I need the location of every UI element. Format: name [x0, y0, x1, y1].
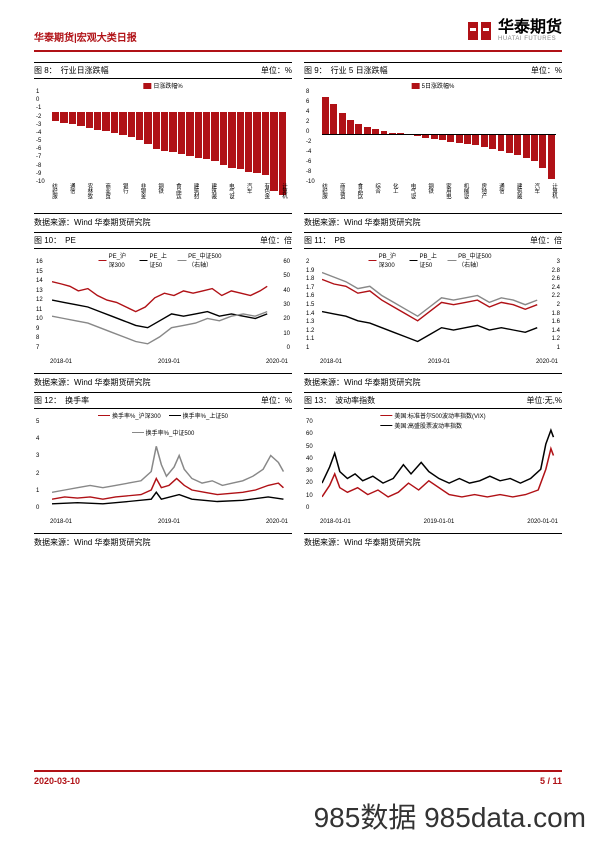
footer-date: 2020-03-10	[34, 776, 80, 786]
bar	[464, 134, 471, 145]
figure-12: 图 12： 换手率 单位：% 换手率%_沪深300换手率%_上证50换手率%_中…	[34, 392, 292, 550]
figure-12-chart: 换手率%_沪深300换手率%_上证50换手率%_中证500 543210 201…	[34, 409, 292, 525]
figure-11-chart: PB_沪深300PB_上证50PB_中证500（右轴） 21.91.81.71.…	[304, 249, 562, 365]
bar	[77, 112, 84, 126]
figure-9-chart: 5日涨跌幅% 86420-2-4-6-8-10 纺织服装商业贸易食品饮料综合化工…	[304, 79, 562, 199]
bar	[60, 112, 67, 122]
bar	[322, 97, 329, 133]
bar	[69, 112, 76, 124]
bar	[262, 112, 269, 175]
brand-sub: HUATAI FUTURES	[498, 36, 562, 42]
bar	[52, 112, 59, 121]
bar	[228, 112, 235, 168]
bar	[456, 134, 463, 144]
bar	[144, 112, 151, 143]
bar	[489, 134, 496, 149]
header-rule	[34, 50, 562, 52]
bar	[186, 112, 193, 156]
figure-11-source: 数据来源：Wind 华泰期货研究院	[304, 373, 562, 390]
doc-title: 华泰期货|宏观大类日报	[34, 29, 137, 44]
bar	[220, 112, 227, 164]
figure-8-source: 数据来源：Wind 华泰期货研究院	[34, 213, 292, 230]
figure-10-source: 数据来源：Wind 华泰期货研究院	[34, 373, 292, 390]
figure-10: 图 10： PE 单位：倍 PE_沪深300PE_上证50PE_中证500（右轴…	[34, 232, 292, 390]
legend-swatch	[143, 83, 151, 89]
bar	[211, 112, 218, 161]
bar	[169, 112, 176, 152]
watermark: 985数据 985data.com	[314, 796, 586, 836]
bar	[128, 112, 135, 136]
figure-12-source: 数据来源：Wind 华泰期货研究院	[34, 533, 292, 550]
bar	[481, 134, 488, 147]
bar	[178, 112, 185, 154]
bar	[514, 134, 521, 155]
bar	[523, 134, 530, 159]
bar	[506, 134, 513, 153]
brand-block: 华泰期货 HUATAI FUTURES	[466, 18, 562, 44]
page-header: 华泰期货|宏观大类日报 华泰期货 HUATAI FUTURES	[0, 0, 596, 50]
bar	[161, 112, 168, 150]
bar	[270, 112, 277, 191]
bar	[472, 134, 479, 146]
bar	[531, 134, 538, 162]
figure-13-chart: 美国:标准普尔500波动率指数(VIX)美国:高盛股票波动率指数 7060504…	[304, 409, 562, 525]
legend-swatch	[412, 83, 420, 89]
figure-8-chart: 日涨跌幅% 10-1-2-3-4-5-6-7-8-9-10 纺织服装通信农林牧渔…	[34, 79, 292, 199]
bar	[347, 120, 354, 133]
bar	[253, 112, 260, 173]
brand-text: 华泰期货	[498, 20, 562, 36]
figure-13: 图 13： 波动率指数 单位:无,% 美国:标准普尔500波动率指数(VIX)美…	[304, 392, 562, 550]
footer-page: 5 / 11	[540, 776, 562, 786]
bar	[548, 134, 555, 179]
bar	[153, 112, 160, 149]
bar	[203, 112, 210, 159]
figure-13-source: 数据来源：Wind 华泰期货研究院	[304, 533, 562, 550]
bar	[330, 104, 337, 133]
bar	[94, 112, 101, 129]
bar	[355, 124, 362, 134]
bar	[195, 112, 202, 157]
figure-8: 图 8： 行业日涨跌幅 单位：% 日涨跌幅% 10-1-2-3-4-5-6-7-…	[34, 62, 292, 230]
bar	[119, 112, 126, 135]
page-footer: 2020-03-10 5 / 11	[34, 770, 562, 786]
bar	[339, 113, 346, 133]
bar	[498, 134, 505, 151]
bar	[245, 112, 252, 171]
brand-logo-icon	[466, 18, 494, 44]
bar	[102, 112, 109, 131]
bar	[447, 134, 454, 142]
bar	[86, 112, 93, 128]
bar	[539, 134, 546, 169]
bar	[111, 112, 118, 133]
bar	[237, 112, 244, 169]
figure-10-chart: PE_沪深300PE_上证50PE_中证500（右轴） 161514131211…	[34, 249, 292, 365]
figure-9: 图 9： 行业 5 日涨跌幅 单位：% 5日涨跌幅% 86420-2-4-6-8…	[304, 62, 562, 230]
figure-9-source: 数据来源：Wind 华泰期货研究院	[304, 213, 562, 230]
figure-11: 图 11： PB 单位：倍 PB_沪深300PB_上证50PB_中证500（右轴…	[304, 232, 562, 390]
bar	[136, 112, 143, 140]
